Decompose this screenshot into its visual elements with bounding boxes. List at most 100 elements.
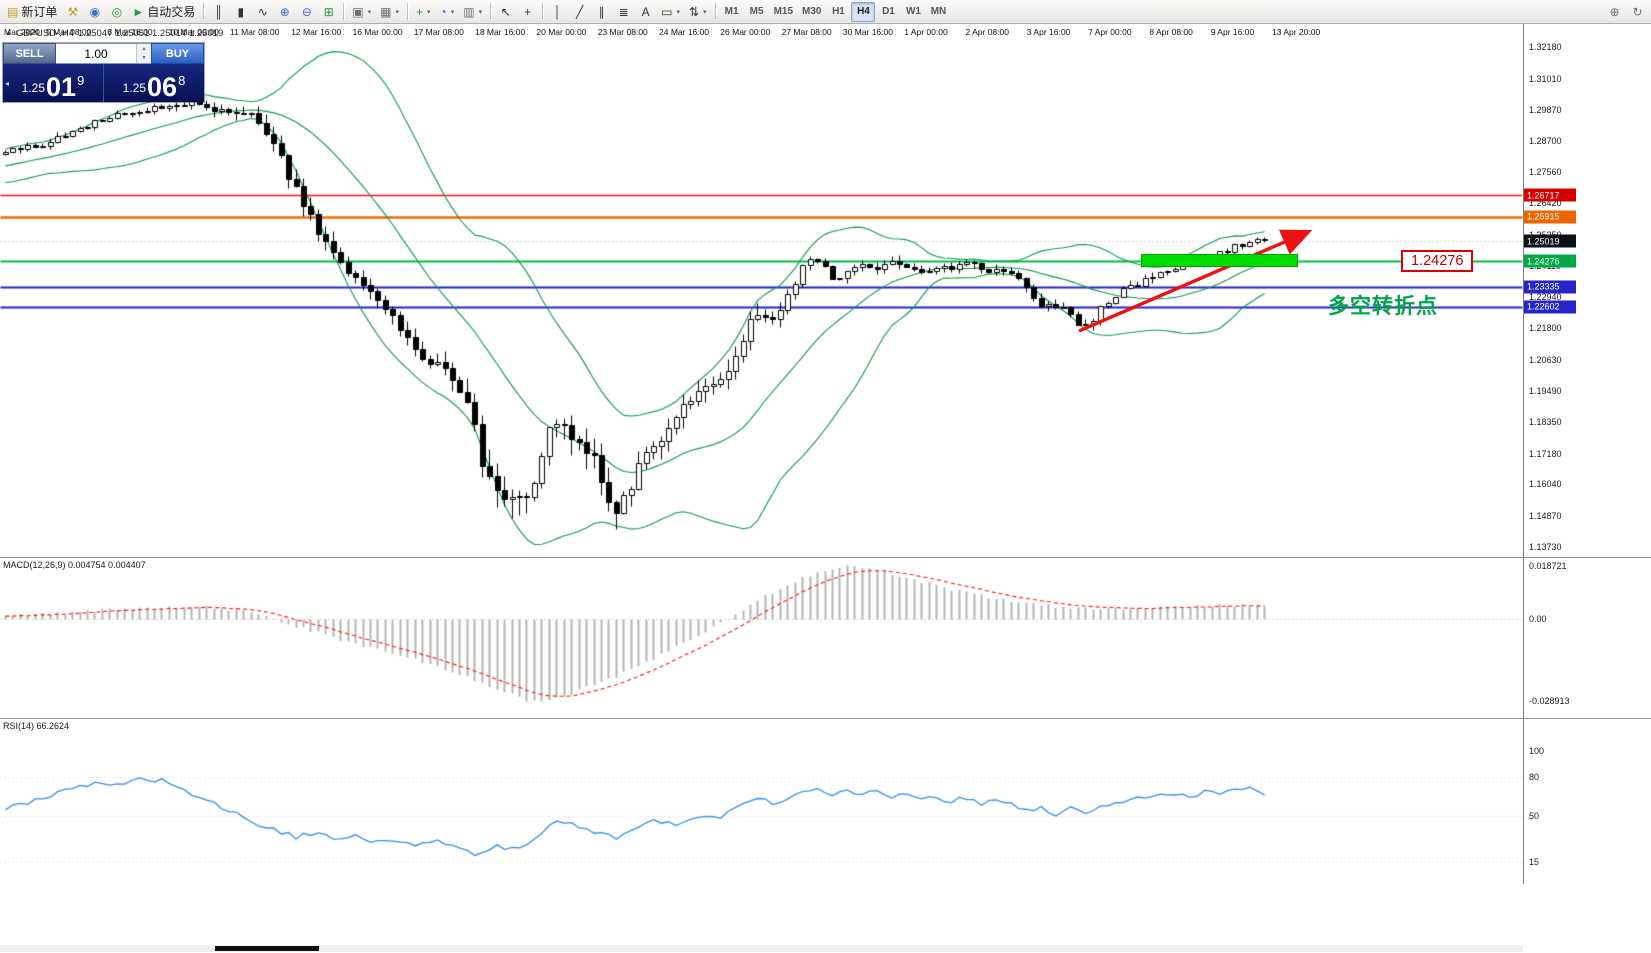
support-zone-rectangle[interactable] — [1141, 254, 1298, 267]
time-axis-label: 9 Apr 16:00 — [1210, 27, 1255, 37]
time-axis-label: 27 Mar 08:00 — [781, 27, 832, 37]
timeframe-h1-button[interactable]: H1 — [826, 2, 850, 22]
fibonacci-button[interactable]: ≣ — [613, 2, 634, 22]
community-icon: ◉ — [89, 4, 101, 19]
trendline-button[interactable]: ╱ — [569, 2, 590, 22]
sell-price-button[interactable]: 1.25 01 9 — [3, 64, 104, 102]
community-button[interactable]: ◉ — [84, 2, 105, 22]
text-tool-button[interactable]: A — [635, 2, 656, 22]
new-order-button[interactable]: ▤ 新订单 — [3, 2, 61, 22]
buy-button[interactable]: BUY — [151, 43, 204, 64]
toolbar-separator — [406, 3, 408, 20]
autotrading-button[interactable]: ► 自动交易 — [128, 2, 199, 22]
symbol-period-label: GBPUSD-,H4 — [15, 28, 75, 39]
channel-icon: ∥ — [598, 4, 605, 19]
timeframe-d1-button[interactable]: D1 — [876, 2, 900, 22]
bar-chart-button[interactable]: ║ — [208, 2, 229, 22]
trade-panel-controls: SELL 1.00 ▲ ▼ BUY — [3, 43, 204, 64]
mql-icon: ◎ — [111, 4, 123, 19]
cursor-button[interactable]: ↖ — [495, 2, 516, 22]
rsi-axis-tick: 100 — [1529, 746, 1545, 756]
fibonacci-icon: ≣ — [618, 4, 629, 19]
price-axis[interactable]: 1.32180 1.31010 1.29870 1.28700 1.27560 1.264… — [1523, 24, 1651, 557]
timeframe-mn-button[interactable]: MN — [926, 2, 950, 22]
time-axis-label: 20 Mar 00:00 — [536, 27, 587, 37]
macd-axis-tick: -0.028913 — [1529, 695, 1570, 706]
tile-windows-button[interactable]: ⊞ — [318, 2, 339, 22]
volume-up-button[interactable]: ▲ — [137, 44, 151, 54]
horizontal-scrollbar[interactable] — [0, 945, 1523, 952]
arrows-tool-button[interactable]: ⇅ ▾ — [685, 2, 711, 22]
time-axis-label: 12 Mar 16:00 — [291, 27, 342, 37]
macd-axis-tick: 0.018721 — [1529, 560, 1567, 571]
timeframe-h4-button[interactable]: H4 — [851, 1, 876, 22]
time-axis-label: 24 Mar 16:00 — [659, 27, 710, 37]
collapse-icon[interactable]: ▲ — [5, 30, 12, 37]
line-chart-icon: ∿ — [257, 4, 268, 19]
rsi-axis-tick: 80 — [1529, 772, 1540, 782]
buy-price-big: 06 — [147, 71, 178, 102]
time-axis-label: 17 Mar 08:00 — [413, 27, 464, 37]
zoom-out-button[interactable]: ⊖ — [296, 2, 317, 22]
rsi-label: RSI(14) 66.2624 — [3, 721, 70, 731]
timeframe-m30-button[interactable]: M30 — [798, 2, 825, 22]
buy-price-button[interactable]: 1.25 06 8 — [104, 64, 204, 102]
time-axis-label: 26 Mar 00:00 — [720, 27, 771, 37]
refresh-button[interactable]: ↻ — [1627, 2, 1648, 22]
search-icon: ⊕ — [1609, 4, 1620, 19]
candle-chart-button[interactable]: ▮ — [230, 2, 251, 22]
price-axis-tick: 1.14870 — [1529, 511, 1562, 522]
dropdown-arrow-icon: ▾ — [427, 8, 431, 16]
new-chart-button[interactable]: ▣ ▾ — [348, 2, 375, 22]
price-level-tag: 1.24276 — [1524, 254, 1576, 268]
channel-button[interactable]: ∥ — [591, 2, 612, 22]
timeframe-m15-button[interactable]: M15 — [770, 2, 797, 22]
tools-button[interactable]: ⚒ — [62, 2, 83, 22]
level-callout-label[interactable]: 1.24276 — [1401, 250, 1474, 272]
tile-windows-icon: ⊞ — [323, 4, 334, 19]
periods-icon: ◔ — [439, 4, 447, 19]
periods-button[interactable]: ◔ ▾ — [436, 2, 459, 22]
time-axis-label: 18 Mar 16:00 — [475, 27, 526, 37]
crosshair-button[interactable]: + — [517, 2, 538, 22]
dropdown-arrow-icon: ▾ — [703, 8, 707, 16]
search-button[interactable]: ⊕ — [1604, 2, 1625, 22]
mql-button[interactable]: ◎ — [106, 2, 127, 22]
rsi-axis[interactable]: 100 80 50 15 — [1523, 719, 1651, 884]
volume-value[interactable]: 1.00 — [84, 46, 108, 61]
price-axis-tick: 1.26420 — [1529, 198, 1562, 209]
zoom-in-icon: ⊕ — [279, 4, 290, 19]
time-axis-label: 8 Apr 08:00 — [1149, 27, 1193, 37]
timeframe-m1-button[interactable]: M1 — [720, 2, 744, 22]
zoom-in-button[interactable]: ⊕ — [274, 2, 295, 22]
sell-button[interactable]: SELL — [3, 43, 56, 64]
arrows-tool-icon: ⇅ — [689, 4, 700, 19]
price-axis-tick: 1.21800 — [1529, 323, 1562, 334]
main-chart-pane: 1.24276 多空转折点 ▲ GBPUSD-,H4 1.25047 1.250… — [0, 24, 1651, 557]
timeframe-m5-button[interactable]: M5 — [745, 2, 769, 22]
time-axis-label: 10 Mar 00:00 — [168, 27, 219, 37]
macd-axis[interactable]: 0.018721 0.00 -0.028913 — [1523, 558, 1651, 718]
scrollbar-thumb[interactable] — [215, 946, 319, 951]
turning-point-label[interactable]: 多空转折点 — [1328, 295, 1438, 318]
price-chart-canvas[interactable] — [0, 24, 1523, 557]
indicators-button[interactable]: + ▾ — [412, 2, 435, 22]
chart-title: ▲ GBPUSD-,H4 1.25047 1.25051 1.25014 1.2… — [5, 28, 223, 39]
dropdown-arrow-icon: ▾ — [450, 8, 455, 16]
templates-button[interactable]: ▥ ▾ — [459, 2, 486, 22]
profiles-button[interactable]: ▦ ▾ — [376, 2, 403, 22]
price-axis-tick: 1.16040 — [1529, 479, 1562, 490]
cursor-icon: ↖ — [500, 4, 511, 19]
time-axis-label: 16 Mar 00:00 — [352, 27, 403, 37]
timeframe-group: M1 M5 M15 M30 H1 H4 D1 W1 MN — [720, 1, 951, 22]
time-axis-label: 30 Mar 16:00 — [842, 27, 893, 37]
volume-down-button[interactable]: ▼ — [137, 53, 151, 63]
vertical-line-button[interactable]: │ — [547, 2, 568, 22]
macd-canvas[interactable] — [0, 558, 1523, 718]
volume-input[interactable]: 1.00 ▲ ▼ — [56, 43, 151, 64]
timeframe-w1-button[interactable]: W1 — [901, 2, 925, 22]
rsi-canvas[interactable] — [0, 719, 1523, 884]
shapes-button[interactable]: ▭ ▾ — [657, 2, 684, 22]
line-chart-button[interactable]: ∿ — [252, 2, 273, 22]
rsi-pane: RSI(14) 66.2624 100 80 50 15 — [0, 718, 1651, 884]
